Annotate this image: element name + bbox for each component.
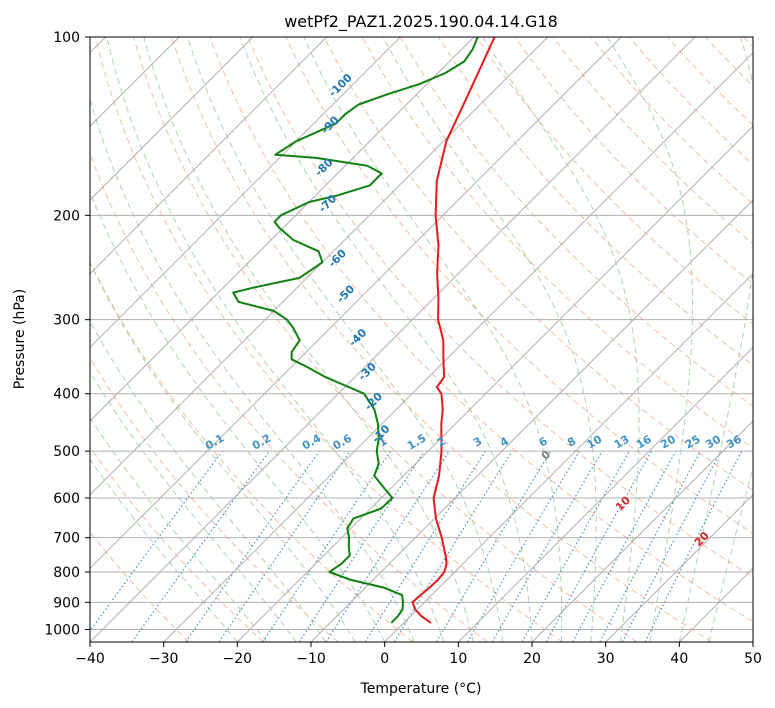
isotherm-line	[605, 493, 753, 642]
dewpoint-line	[232, 37, 479, 624]
isotherm-line	[310, 199, 753, 642]
x-tick-label: 50	[744, 651, 762, 667]
y-tick-label: 700	[53, 531, 80, 547]
y-tick-label: 600	[53, 491, 80, 507]
dry-adiabat-line	[247, 37, 753, 578]
moist-adiabat-line	[90, 190, 386, 642]
mixing-ratio-lines	[90, 450, 743, 642]
dry-adiabat-line	[132, 37, 638, 642]
dry-adiabat-line	[90, 356, 339, 642]
dry-adiabat-line	[94, 37, 563, 642]
isotherm-line	[384, 272, 753, 642]
x-tick-label: −20	[223, 651, 253, 667]
temperature-line	[411, 37, 496, 624]
moist-adiabat-line	[90, 458, 238, 642]
moist-adiabat-line	[606, 37, 694, 642]
isotherm-line	[457, 346, 753, 642]
x-tick-label: −10	[296, 651, 326, 667]
mixing-ratio-line	[262, 450, 392, 642]
y-tick-label: 300	[53, 313, 80, 329]
y-tick-label: 800	[53, 565, 80, 581]
y-tick-label: 200	[53, 208, 80, 224]
dry-adiabat-line	[476, 37, 753, 325]
y-tick-label: 900	[53, 595, 80, 611]
isotherm-line	[90, 37, 401, 349]
mixing-ratio-line	[218, 450, 351, 642]
mixing-ratio-line	[545, 450, 653, 642]
moist-adiabat-line	[106, 37, 445, 642]
x-tick-label: 0	[380, 651, 389, 667]
moist-adiabat-line	[382, 37, 597, 642]
isotherm-line	[531, 420, 753, 642]
isotherm-line	[90, 37, 475, 422]
moist-adiabat-line	[90, 370, 297, 642]
plot-frame	[89, 36, 754, 643]
y-tick-label: 100	[53, 30, 80, 46]
isotherm-line	[90, 37, 696, 642]
dry-adiabats	[90, 37, 753, 642]
mixing-ratio-line	[521, 450, 631, 642]
moist-adiabat-line	[678, 37, 753, 642]
isotherm-line	[236, 125, 753, 642]
chart-title: wetPf2_PAZ1.2025.190.04.14.G18	[284, 12, 558, 32]
y-tick-label: 1000	[44, 622, 80, 638]
mixing-ratio-line	[185, 450, 320, 642]
isotherm-line	[90, 37, 328, 275]
mixing-ratio-line	[325, 450, 450, 642]
moist-adiabat-line	[239, 37, 533, 642]
moist-adiabat-line	[187, 37, 503, 642]
mixing-ratio-line	[644, 450, 743, 642]
dry-adiabat-line	[285, 37, 753, 535]
dry-adiabat-line	[90, 260, 414, 642]
mixing-ratio-line	[298, 450, 425, 642]
moist-adiabat-line	[303, 37, 563, 642]
moist-adiabat-line	[90, 416, 268, 642]
plot-area: 0.1 0.2 0.4 0.6 1 1.5 2 3 4 6 8 10 13 16 20 25 30 36-100-…	[90, 37, 753, 642]
moist-adiabat-line	[143, 37, 474, 642]
moist-adiabat-line	[90, 261, 356, 642]
mixing-ratio-line	[90, 450, 223, 632]
mixing-ratio-line	[131, 450, 270, 642]
moist-adiabat-line	[482, 37, 640, 642]
x-axis-label: Temperature (°C)	[360, 681, 482, 697]
y-tick-label: 400	[53, 387, 80, 403]
dry-adiabat-line	[209, 37, 753, 623]
x-tick-label: 40	[670, 651, 688, 667]
mixing-ratio-line	[572, 450, 677, 642]
x-tick-label: −30	[149, 651, 179, 667]
moist-adiabats	[90, 37, 753, 642]
y-tick-label: 500	[53, 444, 80, 460]
dry-adiabat-line	[171, 37, 712, 642]
x-tick-label: 30	[597, 651, 615, 667]
y-axis: 100 200 300 400 500 600 700 800 900 1000	[44, 30, 90, 638]
dry-adiabat-line	[323, 37, 753, 491]
dry-adiabat-line	[514, 37, 753, 285]
grid-lines	[90, 37, 753, 642]
isotherm-line	[90, 37, 254, 201]
dry-adiabat-line	[90, 446, 264, 642]
mixing-ratio-line	[393, 450, 513, 642]
moist-adiabat-line	[708, 465, 753, 642]
x-tick-label: −40	[75, 651, 105, 667]
series-lines	[232, 37, 496, 624]
isotherm-line	[90, 37, 622, 570]
x-axis: −40 −30 −20 −10 0 10 20 30 40 50	[75, 642, 762, 667]
moist-adiabat-line	[90, 320, 327, 642]
x-tick-label: 20	[523, 651, 541, 667]
isotherm-line	[163, 51, 753, 642]
x-tick-label: 10	[449, 651, 467, 667]
y-axis-label: Pressure (hPa)	[12, 289, 28, 389]
